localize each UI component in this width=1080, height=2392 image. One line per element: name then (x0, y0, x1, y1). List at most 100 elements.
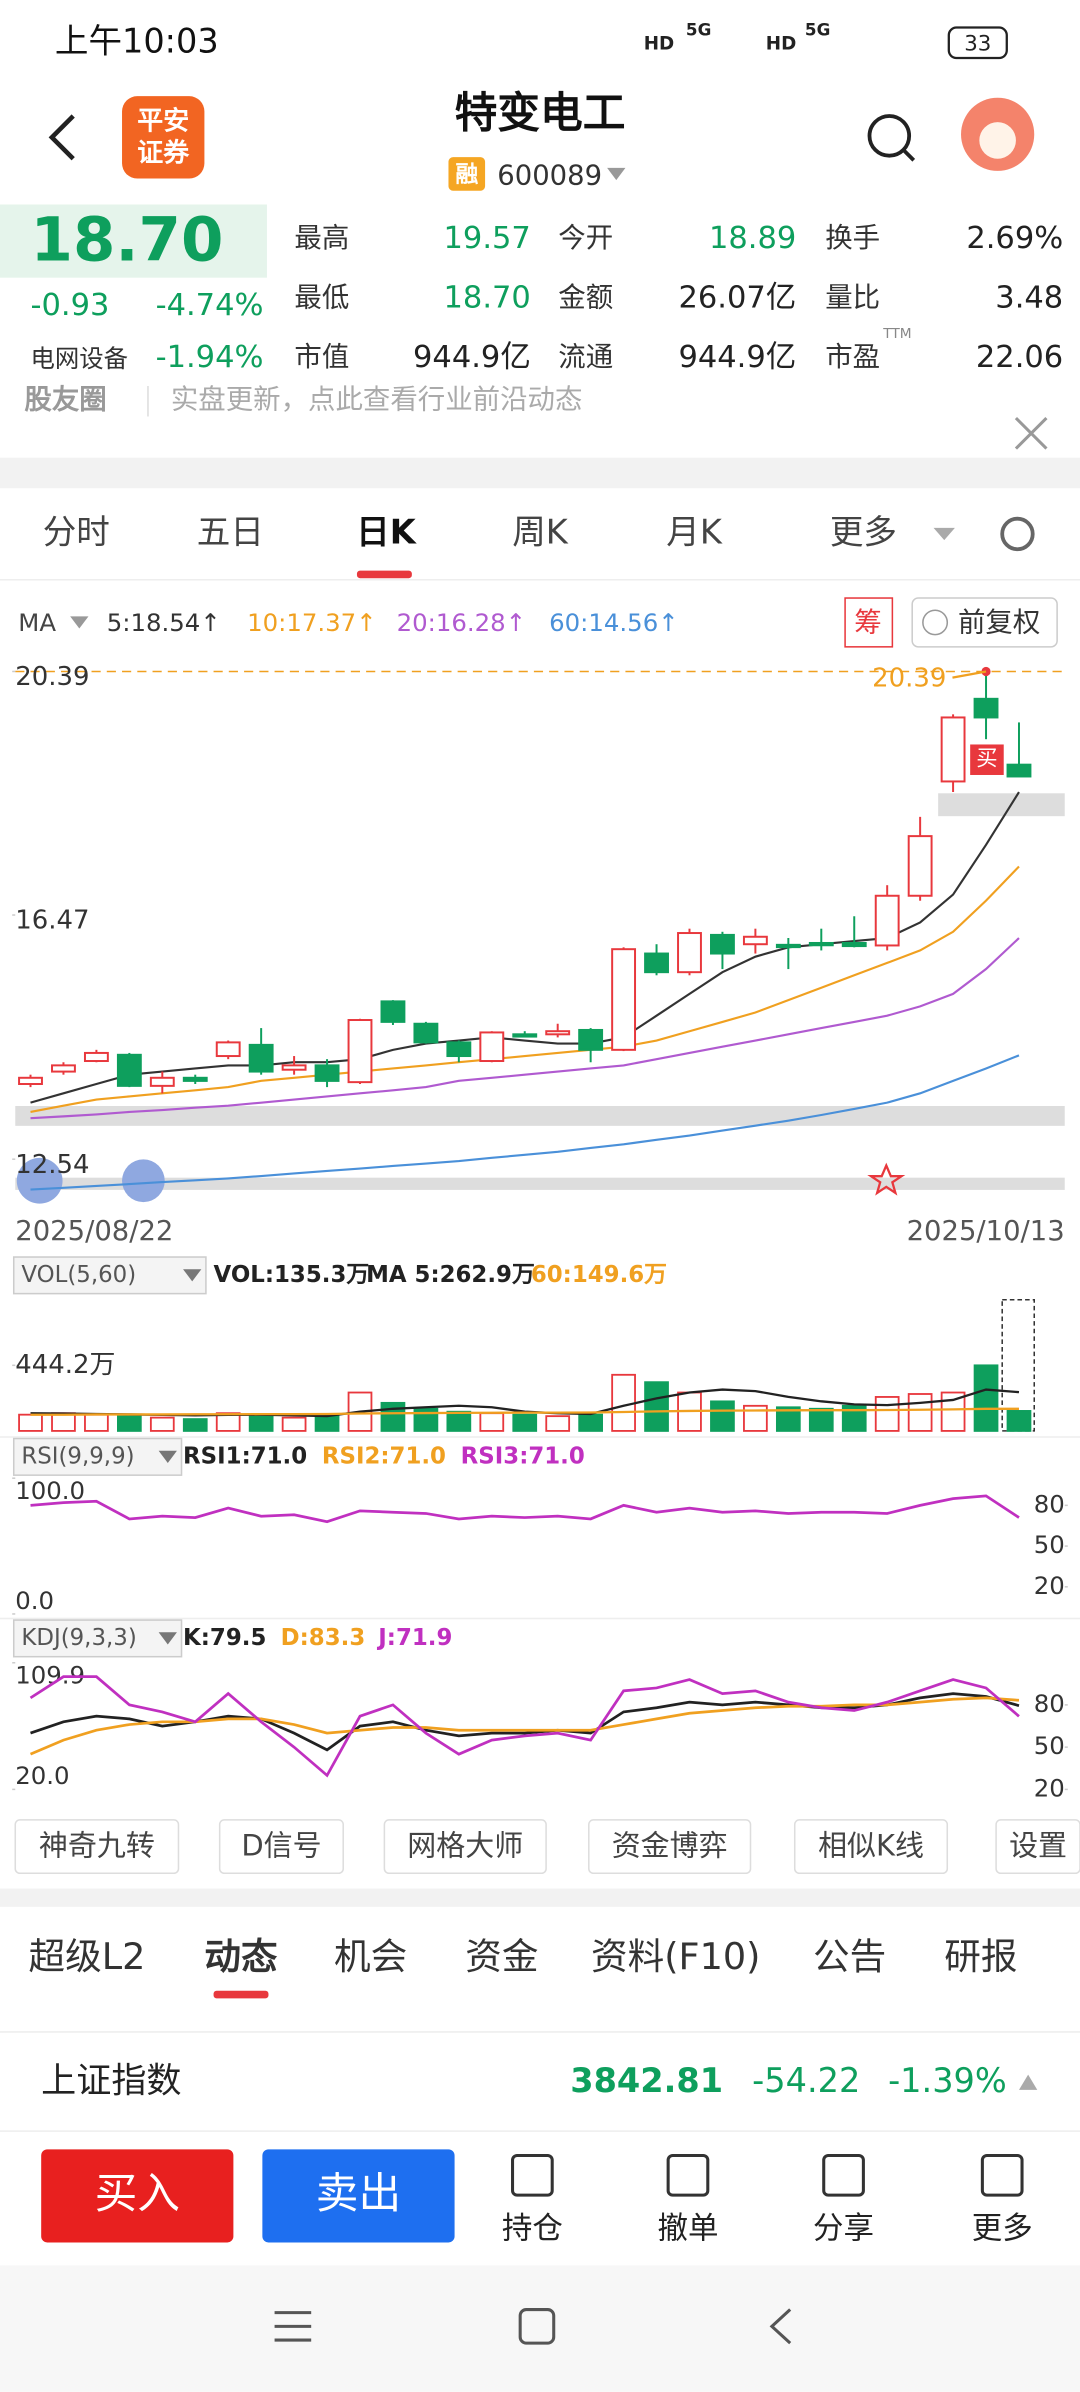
action-label[interactable]: 持仓 (502, 2212, 563, 2247)
section-tab[interactable]: 资料(F10) (591, 1935, 760, 1978)
indicator-dropdown[interactable] (183, 1269, 202, 1282)
candle-body (808, 941, 834, 947)
candle-body (18, 1076, 43, 1085)
indicator-name: VOL(5,60) (21, 1262, 136, 1288)
stat-label: 流通 (558, 342, 613, 373)
tool-button[interactable] (793, 1819, 949, 1875)
period-tab[interactable]: 更多 (830, 512, 897, 551)
more-dropdown[interactable] (933, 527, 955, 541)
nav-back[interactable] (769, 2308, 792, 2345)
tool-button[interactable] (383, 1819, 547, 1875)
status-time: 上午10:03 (55, 21, 219, 60)
period-tab[interactable]: 五日 (197, 512, 264, 551)
action-icon[interactable] (666, 2153, 710, 2197)
section-tab[interactable]: 机会 (334, 1935, 407, 1978)
action-label[interactable]: 更多 (972, 2212, 1033, 2247)
zoom-button[interactable] (122, 1159, 165, 1203)
stat-value: 18.89 (709, 221, 796, 256)
chip-button[interactable] (844, 597, 894, 648)
expand-button[interactable] (16, 1157, 63, 1204)
candle-body (116, 1053, 142, 1087)
event-marker[interactable] (867, 1162, 906, 1196)
indicator-box[interactable] (12, 1437, 183, 1476)
nav-menu[interactable] (274, 2311, 312, 2342)
osc-y2-label: 50 (1034, 1731, 1065, 1760)
volume-bar (545, 1415, 571, 1432)
candle-body (446, 1041, 472, 1058)
tool-button[interactable] (14, 1819, 180, 1875)
section-underline (213, 1990, 269, 1999)
indicator-dropdown[interactable] (158, 1450, 177, 1463)
tool-button-text: 网格大师 (407, 1828, 523, 1862)
volume-bar (940, 1391, 966, 1432)
indicator-box[interactable] (12, 1619, 183, 1658)
section-tab[interactable]: 资金 (465, 1935, 538, 1978)
period-tab[interactable]: 周K (512, 512, 569, 551)
nav-home[interactable] (518, 2308, 556, 2345)
action-label[interactable]: 分享 (813, 2212, 874, 2247)
stat-value: 19.57 (444, 221, 531, 256)
candle-body (677, 932, 702, 974)
candle-body (248, 1043, 274, 1073)
index-change: -54.22 (752, 2061, 860, 2100)
adjust-button[interactable] (911, 597, 1058, 648)
code-dropdown[interactable] (607, 167, 626, 181)
back-button[interactable] (48, 114, 75, 161)
tool-button[interactable] (995, 1819, 1080, 1875)
osc-tick-label: 0.0 (15, 1586, 54, 1615)
volume-bar (907, 1393, 933, 1432)
action-icon[interactable] (980, 2153, 1024, 2197)
candle-body (83, 1051, 109, 1063)
close-ticker[interactable] (1014, 416, 1048, 450)
stat-value: 18.70 (444, 281, 531, 316)
ma-dropdown[interactable] (70, 616, 89, 629)
stock-name: 特变电工 (455, 89, 626, 139)
stat-label: 今开 (558, 223, 613, 254)
indicator-line (29, 1675, 1020, 1778)
ma-value: 20:16.28↑ (397, 608, 527, 637)
period-tab[interactable]: 月K (666, 512, 723, 551)
chip-band (15, 1106, 1065, 1126)
stat-value: 944.9亿 (413, 340, 531, 375)
action-icon[interactable] (511, 2153, 554, 2197)
section-tab[interactable]: 研报 (944, 1935, 1017, 1978)
period-tab[interactable]: 分时 (43, 512, 110, 551)
volume-bar (512, 1413, 538, 1432)
osc-y2-label: 20 (1034, 1571, 1065, 1600)
indicator-value: RSI2:71.0 (322, 1443, 446, 1469)
vol-label: 60:149.6万 (531, 1262, 667, 1288)
settings-icon[interactable] (1000, 516, 1035, 552)
volume-bar (84, 1413, 109, 1432)
action-label[interactable]: 撤单 (657, 2212, 718, 2247)
candle-body (281, 1064, 307, 1071)
sell-button[interactable] (262, 2149, 455, 2243)
tool-button[interactable] (588, 1819, 752, 1875)
volume-bar (182, 1418, 208, 1432)
high-label: 20.39 (872, 664, 946, 694)
action-icon[interactable] (822, 2153, 865, 2197)
buy-button[interactable] (41, 2149, 234, 2243)
stat-label: 金额 (558, 283, 613, 314)
date-end: 2025/10/13 (907, 1216, 1065, 1247)
section-tab[interactable]: 动态 (204, 1935, 278, 1978)
section-tab[interactable]: 超级L2 (28, 1935, 145, 1978)
indicator-value: J:71.9 (376, 1625, 452, 1651)
tool-button[interactable] (218, 1819, 344, 1875)
price-tick-label: 16.47 (15, 906, 89, 936)
indicator-value: RSI1:71.0 (183, 1443, 307, 1469)
ticker-text[interactable]: 实盘更新，点此查看行业前沿动态 (171, 385, 583, 416)
stat-sup: TTM (882, 326, 911, 342)
tool-button-text: 相似K线 (818, 1828, 924, 1862)
section-tab[interactable]: 公告 (813, 1935, 886, 1978)
indicator-value: RSI3:71.0 (461, 1443, 585, 1469)
volume-bar (743, 1404, 768, 1432)
indicator-box[interactable] (12, 1256, 207, 1295)
avatar-face (979, 122, 1016, 159)
indicator-dropdown[interactable] (158, 1632, 177, 1645)
index-toggle[interactable] (1018, 2074, 1038, 2090)
search-button[interactable] (867, 114, 912, 158)
candle-body (347, 1019, 373, 1084)
period-tab[interactable]: 日K (356, 512, 418, 551)
